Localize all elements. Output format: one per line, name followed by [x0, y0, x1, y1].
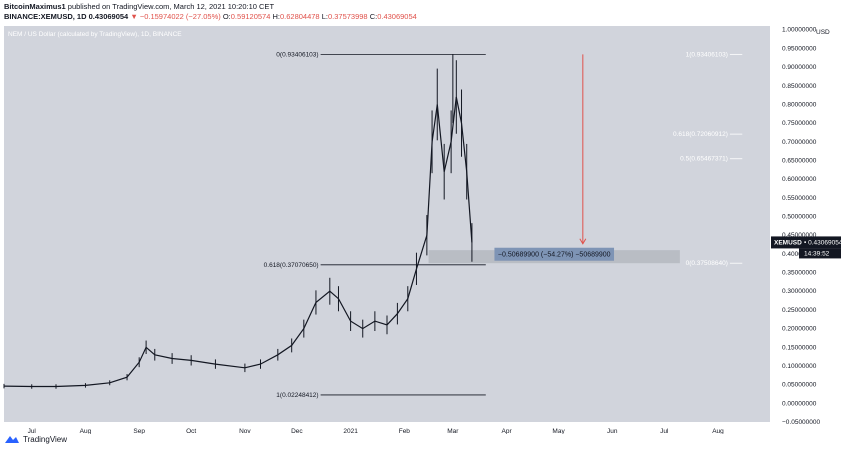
open-value: 0.59120574	[230, 12, 271, 21]
x-tick-label: Jul	[660, 428, 669, 434]
last-price-value: • 0.43069054	[804, 239, 843, 246]
fib-label: 0.618(0.37070650)	[264, 262, 319, 269]
y-tick-label: 0.00000000	[782, 400, 817, 407]
x-tick-label: Aug	[712, 428, 724, 434]
low-value: 0.37573998	[327, 12, 368, 21]
fib-label: 0.618(0.72060912)	[673, 131, 728, 138]
x-tick-label: Aug	[80, 428, 92, 434]
high-label: H:	[272, 12, 280, 21]
x-tick-label: Jun	[607, 428, 618, 434]
close-label: C:	[369, 12, 378, 21]
y-tick-label: 0.30000000	[782, 288, 817, 295]
y-tick-label: 0.20000000	[782, 326, 817, 333]
countdown-bg	[799, 248, 841, 259]
countdown-label: 14:39:52	[804, 250, 830, 257]
price-series	[3, 96, 473, 388]
y-tick-label: 0.35000000	[782, 270, 817, 277]
x-tick-label: 2021	[343, 428, 358, 434]
ohlc-header: BINANCE:XEMUSD, 1D 0.43069054 ▼ −0.15974…	[4, 12, 417, 21]
close-value: 0.43069054	[377, 12, 417, 21]
currency-label: USD	[816, 29, 830, 36]
change-value: ▼ −0.15974022 (−27.05%)	[130, 12, 221, 21]
y-tick-label: 0.65000000	[782, 157, 817, 164]
measure-box	[494, 247, 615, 261]
publish-header: BitcoinMaximus1 published on TradingView…	[4, 2, 274, 11]
fib-label: 0(0.37508640)	[686, 260, 728, 267]
y-tick-label: 0.25000000	[782, 307, 817, 314]
y-tick-label: 0.80000000	[782, 101, 817, 108]
tradingview-brand: TradingView	[23, 434, 68, 444]
chart-area[interactable]: NEM / US Dollar (calculated by TradingVi…	[0, 24, 850, 435]
x-tick-label: Jul	[28, 428, 37, 434]
fib-label: 1(0.93406103)	[686, 51, 728, 58]
measure-label: −0.50689900 (−54.27%) −50689900	[498, 252, 611, 259]
low-label: L:	[321, 12, 328, 21]
x-tick-label: Feb	[399, 428, 411, 434]
chart-svg[interactable]: NEM / US Dollar (calculated by TradingVi…	[0, 24, 850, 435]
x-tick-label: Dec	[291, 428, 303, 434]
tradingview-footer[interactable]: TradingView	[4, 434, 67, 444]
symbol-label: BINANCE:XEMUSD, 1D	[4, 12, 87, 21]
y-tick-label: 0.60000000	[782, 176, 817, 183]
y-tick-label: −0.05000000	[782, 419, 821, 426]
y-tick-label: 0.85000000	[782, 83, 817, 90]
fib-label: 1(0.02248412)	[276, 392, 318, 399]
plot-background	[4, 26, 770, 422]
x-tick-label: Apr	[502, 428, 513, 434]
x-tick-label: Mar	[447, 428, 459, 434]
x-tick-label: Sep	[133, 428, 145, 434]
y-tick-label: 0.90000000	[782, 64, 817, 71]
measure-arrow-head	[579, 238, 587, 245]
fib-label: 0.5(0.65467371)	[680, 156, 728, 163]
y-tick-label: 0.10000000	[782, 363, 817, 370]
y-tick-label: 0.05000000	[782, 382, 817, 389]
x-tick-label: May	[552, 428, 565, 434]
last-price-symbol: XEMUSD	[774, 239, 802, 246]
author-name[interactable]: BitcoinMaximus1	[4, 2, 66, 11]
y-tick-label: 0.75000000	[782, 120, 817, 127]
high-value: 0.62804478	[279, 12, 320, 21]
last-price-label-bg	[771, 236, 841, 249]
open-label: O:	[222, 12, 231, 21]
x-tick-label: Nov	[239, 428, 251, 434]
x-tick-label: Oct	[186, 428, 196, 434]
last-price: 0.43069054	[88, 12, 129, 21]
y-tick-label: 0.55000000	[782, 195, 817, 202]
published-text: published on TradingView.com, March 12, …	[67, 2, 275, 11]
y-tick-label: 0.15000000	[782, 344, 817, 351]
y-tick-label: 0.45000000	[782, 232, 817, 239]
y-tick-label: 0.95000000	[782, 45, 817, 52]
y-tick-label: 0.50000000	[782, 214, 817, 221]
y-tick-label: 0.70000000	[782, 139, 817, 146]
chart-title: NEM / US Dollar (calculated by TradingVi…	[8, 31, 182, 38]
tradingview-logo-icon	[5, 436, 19, 443]
y-tick-label: 1.00000000	[782, 27, 817, 34]
fib-label: 0(0.93406103)	[276, 51, 318, 58]
